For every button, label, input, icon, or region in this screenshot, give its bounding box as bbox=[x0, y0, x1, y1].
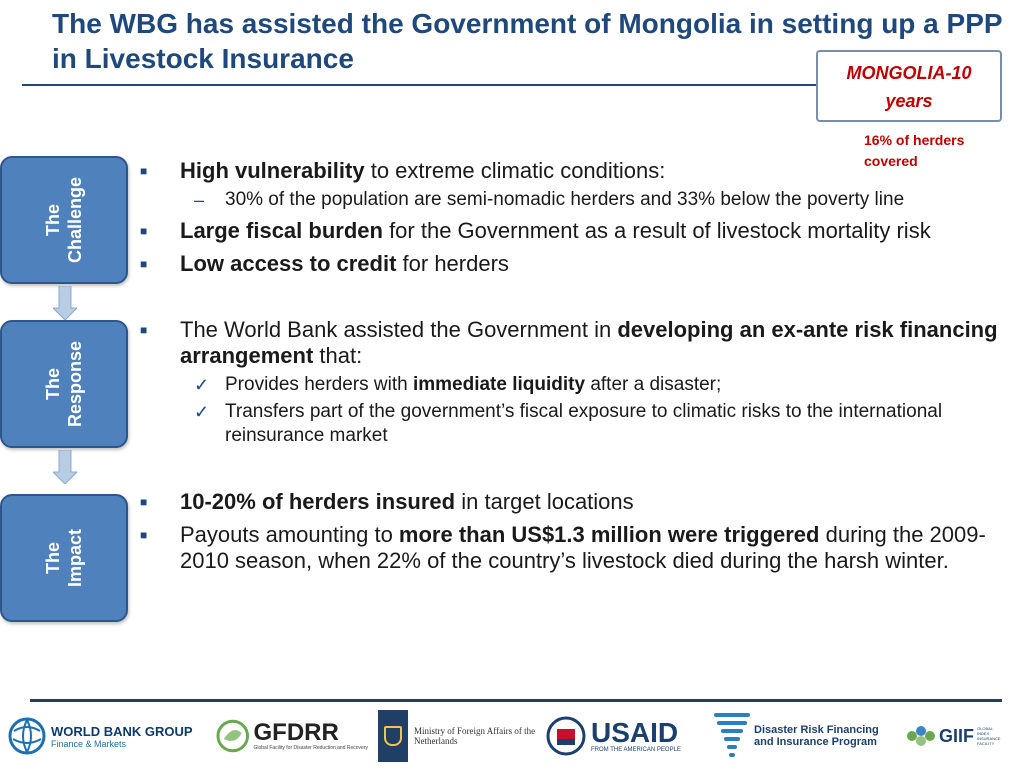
square-bullet-icon: ■ bbox=[140, 257, 148, 271]
bullet-access-credit: ■ Low access to credit for herders bbox=[140, 251, 1024, 277]
bullet-bold-text: developing an ex-ante risk financing arr… bbox=[180, 317, 998, 368]
page-title: The WBG has assisted the Government of M… bbox=[52, 8, 1003, 74]
sub-bullet-text: Provides herders with bbox=[225, 374, 413, 395]
bullet-bold-text: more than US$1.3 million were triggered bbox=[398, 522, 820, 547]
check-bullet-reinsurance: ✓ Transfers part of the government’s fis… bbox=[140, 400, 1024, 448]
square-bullet-icon: ■ bbox=[140, 323, 148, 337]
bullet-world-bank-assisted: ■ The World Bank assisted the Government… bbox=[140, 317, 1024, 369]
gfdrr-logo: GFDRR Global Facility for Disaster Reduc… bbox=[216, 706, 368, 766]
stage-response-box: The Response bbox=[0, 320, 128, 448]
herders-covered-note: 16% of herders covered bbox=[864, 132, 965, 169]
title-divider bbox=[22, 84, 820, 86]
drfip-logo-text-2: and Insurance Program bbox=[754, 736, 877, 748]
down-arrow-icon bbox=[53, 286, 77, 320]
gfdrr-logo-text: GFDRR bbox=[253, 719, 339, 746]
mofa-logo-text-2: Netherlands bbox=[414, 736, 458, 746]
sub-bullet-text: after a disaster; bbox=[585, 374, 722, 395]
stage-impact-line1: The bbox=[43, 542, 63, 575]
country-callout-line2: years bbox=[885, 91, 933, 111]
bullet-text: to extreme climatic conditions: bbox=[364, 158, 666, 183]
challenge-section: ■ High vulnerability to extreme climatic… bbox=[140, 158, 1024, 277]
drfip-logo: Disaster Risk Financing and Insurance Pr… bbox=[714, 706, 890, 766]
usaid-logo-subtext: FROM THE AMERICAN PEOPLE bbox=[591, 747, 681, 753]
sub-bullet-text: Transfers part of the government’s fisca… bbox=[225, 401, 943, 446]
square-bullet-icon: ■ bbox=[140, 528, 148, 542]
down-arrow-icon bbox=[53, 450, 77, 484]
usaid-logo: USAID FROM THE AMERICAN PEOPLE bbox=[546, 706, 696, 766]
netherlands-mofa-logo: Ministry of Foreign Affairs of the Nethe… bbox=[378, 706, 538, 766]
sub-bullet-bold-text: immediate liquidity bbox=[412, 374, 586, 395]
usaid-seal-icon bbox=[546, 716, 586, 756]
world-bank-group-logo: WORLD BANK GROUP Finance & Markets bbox=[8, 706, 208, 766]
stage-impact-box: The Impact bbox=[0, 494, 128, 622]
bullet-high-vulnerability: ■ High vulnerability to extreme climatic… bbox=[140, 158, 1024, 184]
bullet-text: that: bbox=[313, 343, 363, 368]
stage-challenge-line2: Challenge bbox=[65, 176, 85, 264]
stage-response-line2: Response bbox=[65, 340, 85, 428]
stage-challenge-label: The Challenge bbox=[42, 177, 86, 263]
bullet-payouts: ■ Payouts amounting to more than US$1.3 … bbox=[140, 522, 1024, 574]
stage-impact-label: The Impact bbox=[42, 529, 86, 587]
giif-logo-text: GIIF bbox=[939, 725, 974, 746]
footer-divider bbox=[30, 699, 1002, 702]
netherlands-crest-icon bbox=[378, 710, 408, 762]
bullet-text: during the 2009-2010 season, when 22% of… bbox=[180, 522, 986, 573]
bullet-text: Payouts amounting to bbox=[180, 522, 399, 547]
sub-bullet-text: 30% of the population are semi-nomadic h… bbox=[225, 189, 905, 210]
stage-impact-line2: Impact bbox=[65, 528, 85, 588]
square-bullet-icon: ■ bbox=[140, 495, 148, 509]
giif-logo-subtext: GLOBAL INDEX INSURANCE FACILITY bbox=[977, 726, 1001, 746]
globe-icon bbox=[8, 717, 46, 755]
wbg-logo-text: WORLD BANK GROUP bbox=[51, 723, 193, 739]
check-bullet-liquidity: ✓ Provides herders with immediate liquid… bbox=[140, 373, 1024, 397]
stage-challenge-line1: The bbox=[43, 204, 63, 237]
gfdrr-logo-subtext: Global Facility for Disaster Reduction a… bbox=[253, 745, 369, 751]
stage-challenge-box: The Challenge bbox=[0, 156, 128, 284]
stage-response-line1: The bbox=[43, 368, 63, 401]
leaf-globe-icon bbox=[216, 719, 250, 753]
tornado-icon bbox=[714, 713, 750, 757]
bullet-bold-text: High vulnerability bbox=[180, 158, 365, 183]
bullet-text: in target locations bbox=[455, 489, 634, 514]
response-section: ■ The World Bank assisted the Government… bbox=[140, 317, 1024, 448]
country-callout-line1: MONGOLIA-10 bbox=[846, 63, 972, 83]
square-bullet-icon: ■ bbox=[140, 224, 148, 238]
country-callout-box: MONGOLIA-10 years bbox=[816, 50, 1002, 122]
bullet-text: for herders bbox=[396, 251, 509, 276]
leaves-icon bbox=[907, 726, 935, 746]
bullet-fiscal-burden: ■ Large fiscal burden for the Government… bbox=[140, 218, 1024, 244]
bullet-herders-insured: ■ 10-20% of herders insured in target lo… bbox=[140, 489, 1024, 515]
dash-bullet-icon: – bbox=[194, 190, 205, 210]
usaid-logo-text: USAID bbox=[591, 717, 679, 748]
wbg-logo-subtext: Finance & Markets bbox=[51, 738, 127, 749]
checkmark-icon: ✓ bbox=[194, 402, 210, 422]
mofa-logo-text: Ministry of Foreign Affairs of the bbox=[414, 726, 536, 736]
drfip-logo-text: Disaster Risk Financing bbox=[754, 724, 879, 736]
square-bullet-icon: ■ bbox=[140, 164, 148, 178]
sub-bullet-population: – 30% of the population are semi-nomadic… bbox=[140, 188, 1024, 212]
bullet-text: for the Government as a result of livest… bbox=[382, 218, 931, 243]
bullet-bold-text: Large fiscal burden bbox=[180, 218, 383, 243]
impact-section: ■ 10-20% of herders insured in target lo… bbox=[140, 489, 1024, 574]
checkmark-icon: ✓ bbox=[194, 375, 210, 395]
stage-response-label: The Response bbox=[42, 341, 86, 427]
bullet-bold-text: 10-20% of herders insured bbox=[180, 489, 456, 514]
bullet-bold-text: Low access to credit bbox=[180, 251, 397, 276]
giif-logo: GIIF GLOBAL INDEX INSURANCE FACILITY bbox=[906, 706, 1018, 766]
bullet-text: The World Bank assisted the Government i… bbox=[180, 317, 618, 342]
